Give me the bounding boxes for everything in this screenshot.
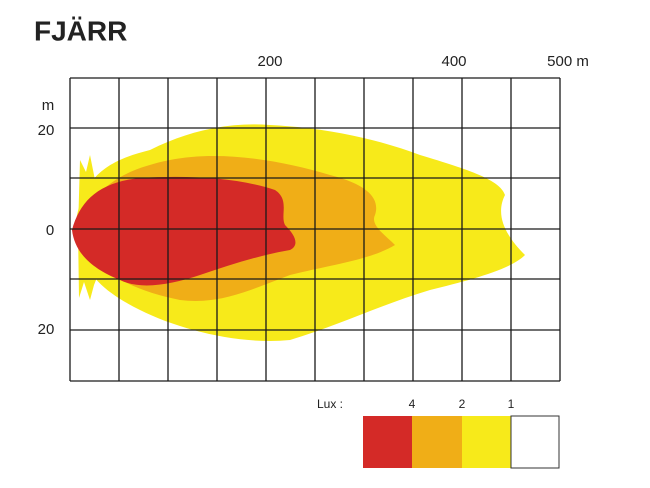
legend-swatch [510, 415, 560, 469]
legend-title: Lux : [317, 397, 343, 411]
isolux-contours [72, 124, 525, 341]
grid [69, 77, 561, 382]
lateral-label: 20 [38, 321, 55, 338]
legend-level: 1 [508, 397, 515, 411]
title: FJÄRR [34, 15, 127, 46]
distance-label: 400 [441, 53, 466, 70]
contour-4-lux [72, 176, 296, 286]
lateral-label: 20 [38, 122, 55, 139]
legend-swatch [462, 416, 511, 468]
legend-swatch [363, 416, 412, 468]
lateral-label: 0 [46, 222, 54, 239]
lateral-unit: m [42, 97, 55, 114]
legend-swatch [412, 416, 462, 468]
legend-level: 4 [409, 397, 416, 411]
legend: Lux : 4 2 1 [317, 397, 560, 469]
distance-label: 500 m [547, 53, 589, 70]
legend-level: 2 [459, 397, 466, 411]
distance-label: 200 [257, 53, 282, 70]
